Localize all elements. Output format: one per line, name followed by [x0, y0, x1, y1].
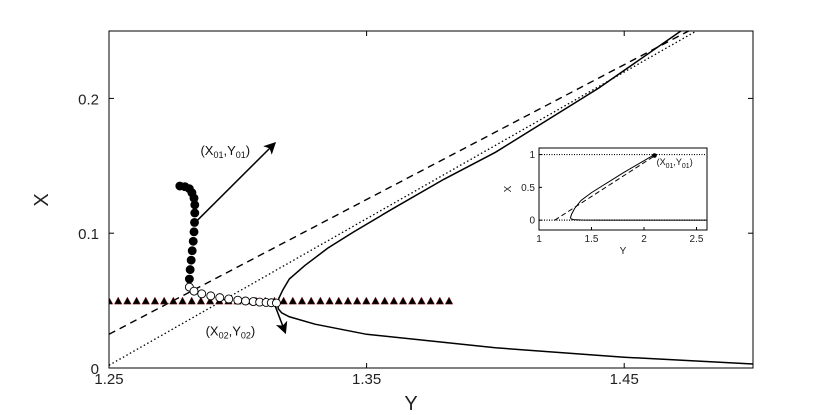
point-annotation-base: (X	[200, 143, 213, 158]
triangle-point	[109, 296, 114, 305]
inset-x-tick-label: 1.5	[585, 234, 599, 245]
x-tick-label: 1.25	[94, 371, 123, 388]
filled-circle-point	[190, 200, 200, 210]
filled-circle-point	[186, 255, 196, 265]
triangle-point	[343, 296, 353, 305]
triangle-point	[150, 296, 160, 305]
inset-dashed-line	[554, 154, 657, 221]
point-annotation-sub2: 01	[236, 150, 246, 160]
triangle-point	[297, 296, 307, 305]
inset-y-tick-label: 0	[529, 216, 535, 227]
point-annotation-sub1: 02	[219, 331, 229, 341]
inset-solid-line	[569, 154, 707, 221]
inset-x-tick-label: 2.5	[690, 234, 704, 245]
inset-point-annotation-sub1: 01	[666, 163, 674, 170]
y-axis-label: X	[31, 193, 53, 206]
y-tick-label: 0	[91, 361, 99, 378]
dashed-line	[109, 31, 689, 335]
triangle-point	[371, 296, 380, 305]
filled-circle-point	[188, 236, 198, 246]
open-circle-point	[271, 298, 281, 308]
triangle-point	[352, 296, 362, 305]
open-circle-point	[215, 293, 225, 303]
point-annotation-sub2: 02	[241, 331, 251, 341]
x-axis-label: Y	[404, 393, 417, 415]
triangle-point	[380, 296, 389, 305]
dotted-line	[109, 31, 697, 366]
triangle-point	[362, 296, 371, 305]
triangle-point	[334, 296, 343, 305]
filled-circle-point	[184, 274, 194, 284]
triangle-point	[279, 296, 288, 305]
inset-point-annotation-sub2: 01	[682, 163, 690, 170]
inset-plot-area	[539, 153, 707, 221]
plot-area	[109, 31, 753, 366]
inset-point-annotation: (X01,Y01)	[657, 157, 693, 170]
triangle-point	[389, 296, 399, 305]
inset-y-tick-label: 1	[529, 150, 535, 161]
triangle-point	[178, 296, 187, 305]
triangle-point	[159, 296, 169, 305]
point-annotation: (X01,Y01)	[200, 143, 250, 160]
triangle-point	[169, 296, 178, 305]
x-tick-label: 1.45	[610, 371, 639, 388]
inset-x-axis-label: Y	[620, 246, 627, 257]
triangle-point	[306, 296, 316, 305]
triangle-point	[123, 296, 132, 305]
triangle-point	[132, 296, 141, 305]
inset-y-tick-label: 0.5	[521, 183, 535, 194]
triangle-point	[325, 296, 334, 305]
inset-point-annotation-base: (X	[657, 157, 666, 167]
triangle-point	[187, 296, 196, 305]
triangle-point	[316, 296, 325, 305]
open-circle-point	[206, 291, 216, 301]
x-tick-label: 1.35	[352, 371, 381, 388]
triangle-point	[398, 296, 408, 305]
filled-circle-point	[185, 265, 195, 275]
triangle-point	[408, 296, 417, 305]
point-annotation-mid: ,Y	[223, 143, 236, 158]
inset-point-annotation-end: )	[690, 157, 693, 167]
point-annotation-end: )	[251, 324, 255, 339]
filled-circle-point	[187, 246, 197, 256]
filled-circle-point	[190, 208, 200, 218]
triangle-point	[417, 296, 426, 305]
inset-frame	[538, 147, 708, 231]
y-tick-label: 0.1	[78, 226, 99, 243]
open-circle-point	[233, 295, 243, 305]
triangle-point	[288, 296, 298, 305]
filled-circle-point	[189, 227, 199, 237]
annotation-arrow	[194, 142, 277, 223]
triangle-point	[426, 296, 435, 305]
open-circle-point	[197, 289, 207, 299]
open-circle-point	[241, 296, 250, 306]
inset-x-tick-label: 2	[641, 234, 647, 245]
inset-x-tick-label: 1	[536, 234, 542, 245]
solid-line	[276, 31, 753, 365]
triangle-point	[196, 296, 206, 305]
y-tick-label: 0.2	[78, 91, 99, 108]
point-annotation-base: (X	[206, 324, 219, 339]
triangle-point	[435, 296, 445, 305]
plot-frame	[108, 30, 754, 369]
point-annotation: (X02,Y02)	[206, 324, 256, 341]
triangle-point	[205, 296, 215, 305]
open-circle-point	[224, 294, 234, 304]
triangle-point	[141, 296, 150, 305]
inset-marker-point	[652, 153, 657, 158]
inset-point-annotation-mid: ,Y	[673, 157, 682, 167]
triangle-point	[113, 296, 123, 305]
inset-y-axis-label: X	[503, 185, 514, 192]
point-annotation-mid: ,Y	[229, 324, 242, 339]
triangle-point	[444, 296, 454, 305]
open-circle-point	[189, 286, 199, 296]
annotation-arrow	[274, 305, 288, 335]
point-annotation-sub1: 01	[213, 150, 223, 160]
point-annotation-end: )	[246, 143, 250, 158]
